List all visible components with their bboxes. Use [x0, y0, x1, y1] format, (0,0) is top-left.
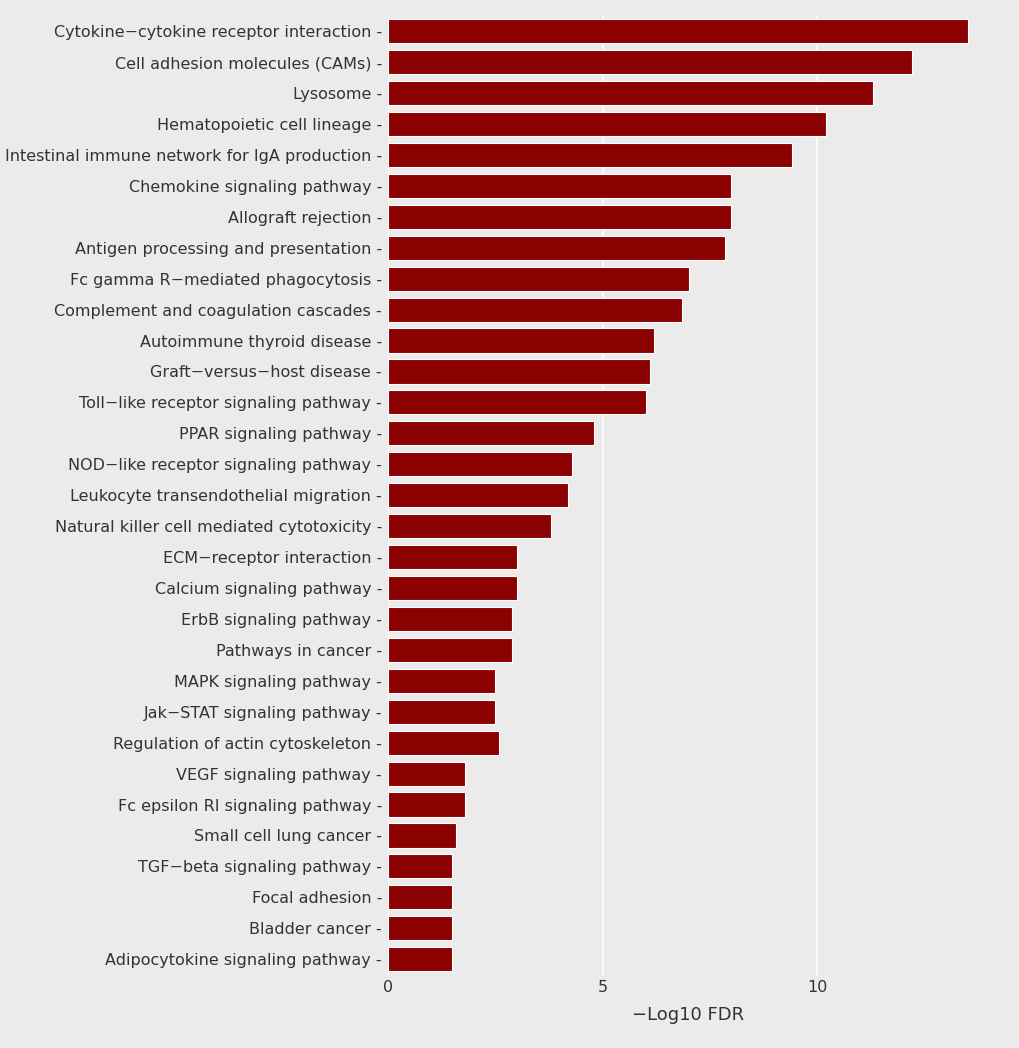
Bar	[387, 916, 451, 940]
Bar	[387, 669, 494, 693]
Bar	[387, 359, 649, 384]
Bar	[387, 545, 516, 569]
Bar	[387, 452, 572, 476]
Bar	[387, 854, 451, 878]
Bar	[387, 638, 512, 662]
Bar	[387, 112, 825, 136]
Bar	[387, 204, 731, 228]
Bar	[387, 174, 731, 198]
Bar	[387, 730, 499, 755]
Bar	[387, 947, 451, 971]
Bar	[387, 607, 512, 631]
Bar	[387, 483, 568, 507]
Bar	[387, 19, 967, 43]
Bar	[387, 515, 550, 539]
Bar	[387, 236, 725, 260]
Bar	[387, 266, 688, 290]
Bar	[387, 886, 451, 910]
Bar	[387, 390, 645, 414]
Bar	[387, 81, 872, 105]
Bar	[387, 298, 682, 322]
Bar	[387, 792, 465, 816]
Bar	[387, 50, 911, 74]
Bar	[387, 700, 494, 724]
Bar	[387, 421, 593, 445]
Bar	[387, 576, 516, 601]
X-axis label: −Log10 FDR: −Log10 FDR	[632, 1006, 744, 1024]
Bar	[387, 143, 791, 167]
Bar	[387, 824, 455, 848]
Bar	[387, 762, 465, 786]
Bar	[387, 328, 653, 352]
